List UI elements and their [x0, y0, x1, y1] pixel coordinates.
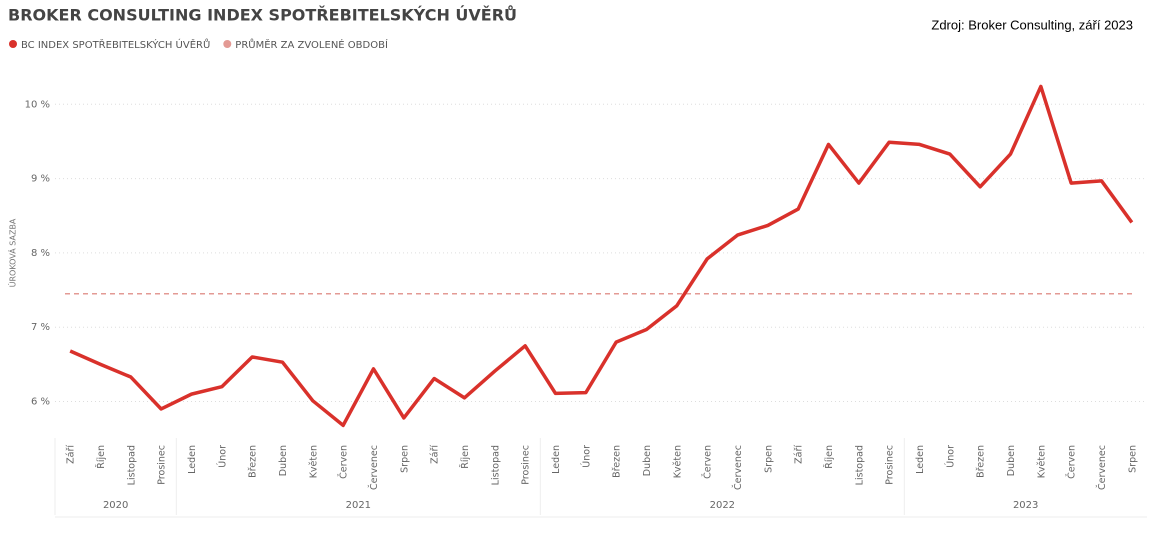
x-tick-label: Srpen	[1127, 445, 1138, 473]
data-line	[69, 84, 1134, 428]
x-tick-label: Říjen	[460, 445, 471, 469]
x-tick-label: Srpen	[399, 445, 410, 473]
x-tick-label: Únor	[944, 445, 956, 468]
chart-title: BROKER CONSULTING INDEX SPOTŘEBITELSKÝCH…	[8, 6, 517, 25]
legend-marker	[9, 40, 17, 48]
y-tick-label: 8 %	[31, 248, 50, 259]
x-tick-label: Únor	[216, 445, 228, 468]
x-tick-label: Srpen	[763, 445, 774, 473]
x-tick-label: Červen	[1066, 445, 1078, 479]
y-tick-label: 9 %	[31, 174, 50, 185]
x-group-label: 2020	[103, 500, 128, 511]
x-tick-label: Únor	[580, 445, 592, 468]
y-tick-label: 6 %	[31, 397, 50, 408]
x-tick-label: Březen	[976, 445, 987, 478]
x-tick-label: Červenec	[368, 445, 380, 490]
x-tick-label: Leden	[915, 445, 926, 474]
x-tick-label: Prosinec	[157, 445, 168, 485]
y-axis-label: ÚROKOVÁ SAZBA	[7, 218, 18, 287]
source-note: Zdroj: Broker Consulting, září 2023	[931, 17, 1133, 32]
x-tick-label: Duben	[278, 445, 289, 476]
x-tick-label: Duben	[642, 445, 653, 476]
x-tick-label: Listopad	[126, 445, 137, 485]
y-tick-label: 7 %	[31, 322, 50, 333]
x-tick-label: Březen	[612, 445, 623, 478]
x-tick-label: Duben	[1006, 445, 1017, 476]
legend-marker	[223, 40, 232, 48]
x-tick-label: Červen	[338, 445, 350, 479]
x-group-label: 2023	[1013, 500, 1038, 511]
x-tick-label: Červenec	[732, 445, 744, 490]
x-tick-label: Leden	[187, 445, 198, 474]
x-tick-label: Leden	[551, 445, 562, 474]
x-tick-label: Září	[794, 445, 805, 464]
x-tick-label: Červen	[702, 445, 714, 479]
x-tick-label: Květen	[308, 445, 319, 478]
x-tick-label: Červenec	[1096, 445, 1108, 490]
x-tick-label: Prosinec	[885, 445, 896, 485]
x-tick-label: Říjen	[824, 445, 835, 469]
x-tick-label: Listopad	[490, 445, 501, 485]
legend-label: BC INDEX SPOTŘEBITELSKÝCH ÚVĚRŮ	[21, 38, 210, 51]
x-group-label: 2022	[710, 500, 735, 511]
x-tick-label: Září	[430, 445, 441, 464]
x-tick-label: Říjen	[96, 445, 107, 469]
legend-label: PRŮMĚR ZA ZVOLENÉ OBDOBÍ	[235, 38, 388, 51]
x-group-label: 2021	[346, 500, 371, 511]
x-tick-label: Září	[66, 445, 77, 464]
y-tick-label: 10 %	[25, 99, 50, 110]
x-tick-label: Květen	[1036, 445, 1047, 478]
x-tick-label: Květen	[672, 445, 683, 478]
x-tick-label: Listopad	[854, 445, 865, 485]
x-tick-label: Březen	[248, 445, 259, 478]
x-tick-label: Prosinec	[521, 445, 532, 485]
